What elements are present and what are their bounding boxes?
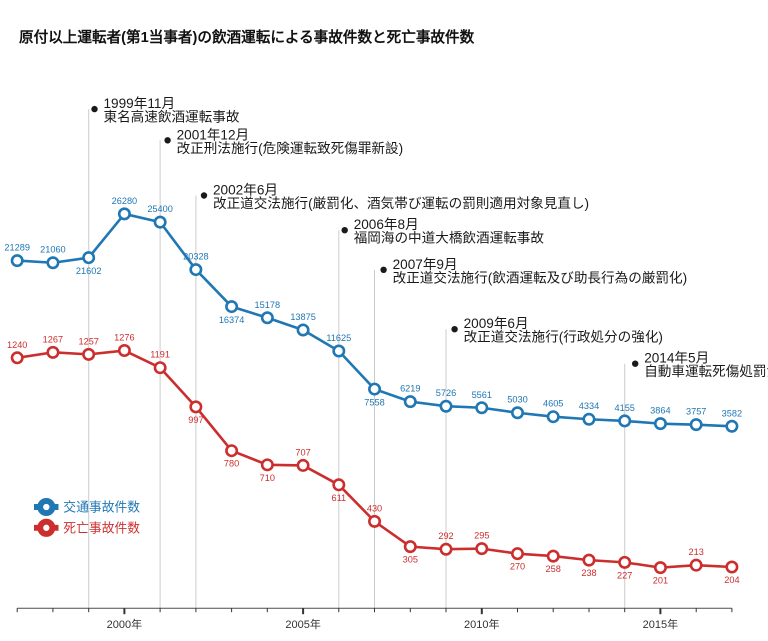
svg-text:1267: 1267 <box>43 334 63 344</box>
svg-text:2010年: 2010年 <box>464 617 499 631</box>
svg-text:26280: 26280 <box>112 196 138 206</box>
svg-text:2000年: 2000年 <box>107 617 142 631</box>
svg-text:3864: 3864 <box>650 406 670 416</box>
svg-text:11625: 11625 <box>326 333 351 343</box>
svg-text:204: 204 <box>724 575 739 585</box>
svg-text:6219: 6219 <box>400 384 420 394</box>
svg-text:258: 258 <box>546 564 561 574</box>
svg-text:7558: 7558 <box>364 398 384 408</box>
svg-text:3757: 3757 <box>686 407 706 417</box>
svg-text:東名高速飲酒運転事故: 東名高速飲酒運転事故 <box>104 109 240 125</box>
svg-text:295: 295 <box>474 531 489 541</box>
svg-text:交通事故件数: 交通事故件数 <box>63 500 140 515</box>
svg-text:21060: 21060 <box>40 245 66 255</box>
svg-text:201: 201 <box>653 576 668 586</box>
svg-text:15178: 15178 <box>255 300 281 310</box>
svg-text:改正道交法施行(飲酒運転及び助長行為の厳罰化): 改正道交法施行(飲酒運転及び助長行為の厳罰化) <box>393 269 688 285</box>
svg-text:25400: 25400 <box>147 204 173 214</box>
svg-text:3582: 3582 <box>722 408 742 418</box>
svg-text:福岡海の中道大橋飲酒運転事故: 福岡海の中道大橋飲酒運転事故 <box>354 231 545 246</box>
svg-text:死亡事故件数: 死亡事故件数 <box>63 520 140 535</box>
svg-text:4334: 4334 <box>579 401 599 411</box>
svg-text:611: 611 <box>331 493 346 503</box>
svg-text:780: 780 <box>224 459 239 469</box>
svg-text:227: 227 <box>617 570 632 580</box>
svg-text:5561: 5561 <box>472 390 492 400</box>
svg-text:305: 305 <box>403 555 418 565</box>
svg-text:20328: 20328 <box>183 252 209 262</box>
svg-text:13875: 13875 <box>290 312 316 322</box>
svg-text:21602: 21602 <box>76 266 102 276</box>
svg-text:1240: 1240 <box>7 340 27 350</box>
svg-text:2015年: 2015年 <box>643 617 678 631</box>
svg-text:5726: 5726 <box>436 388 456 398</box>
svg-text:430: 430 <box>367 503 382 513</box>
svg-text:改正道交法施行(行政処分の強化): 改正道交法施行(行政処分の強化) <box>464 329 663 345</box>
svg-text:5030: 5030 <box>507 395 527 405</box>
svg-text:改正道交法施行(厳罰化、酒気帯び運転の罰則適用対象見直し): 改正道交法施行(厳罰化、酒気帯び運転の罰則適用対象見直し) <box>213 195 589 211</box>
svg-text:707: 707 <box>295 447 310 457</box>
svg-text:292: 292 <box>438 531 453 541</box>
svg-text:213: 213 <box>689 547 704 557</box>
svg-text:238: 238 <box>581 568 596 578</box>
svg-text:自動車運転死傷処罰法施行: 自動車運転死傷処罰法施行 <box>644 364 768 379</box>
svg-text:改正刑法施行(危険運転致死傷罪新設): 改正刑法施行(危険運転致死傷罪新設) <box>177 141 404 156</box>
svg-text:21289: 21289 <box>4 243 30 253</box>
svg-text:16374: 16374 <box>219 315 245 325</box>
svg-text:4155: 4155 <box>614 403 634 413</box>
svg-text:4605: 4605 <box>543 399 563 409</box>
svg-text:270: 270 <box>510 562 525 572</box>
svg-text:2005年: 2005年 <box>285 617 320 631</box>
svg-text:1191: 1191 <box>150 350 170 360</box>
svg-text:997: 997 <box>188 415 203 425</box>
svg-text:710: 710 <box>260 473 275 483</box>
svg-text:1276: 1276 <box>114 333 134 343</box>
svg-text:1257: 1257 <box>78 336 98 346</box>
